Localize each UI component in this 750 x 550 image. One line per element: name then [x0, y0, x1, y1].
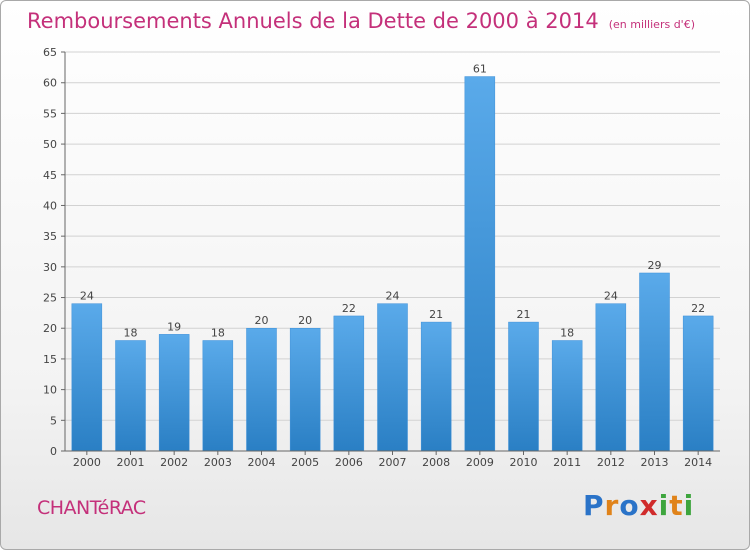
proxiti-logo[interactable]: Proxiti [583, 489, 694, 522]
bar [595, 303, 627, 452]
bar-value-label: 22 [691, 302, 705, 315]
bar [508, 321, 539, 452]
bar-value-label: 22 [342, 302, 356, 315]
bar-value-label: 18 [211, 327, 225, 340]
y-tick-label: 40 [43, 199, 57, 212]
logo-letter: i [658, 489, 670, 522]
x-tick-label: 2010 [510, 456, 538, 469]
bar-value-label: 61 [473, 63, 487, 76]
bar-value-label: 24 [386, 290, 400, 303]
bar-value-label: 18 [560, 327, 574, 340]
bar-value-label: 29 [648, 259, 662, 272]
logo-letter: i [683, 489, 695, 522]
data-labels: 24 18 19 18 20 20 22 24 21 61 21 18 24 29 22 [80, 63, 705, 340]
y-tick-label: 0 [50, 445, 57, 458]
bar-value-label: 24 [604, 290, 618, 303]
x-tick-label: 2006 [335, 456, 363, 469]
bar [639, 272, 670, 452]
y-tick-label: 65 [43, 46, 57, 59]
bar [202, 340, 234, 452]
x-tick-label: 2011 [553, 456, 581, 469]
logo-letter: x [639, 489, 659, 522]
bar [377, 303, 408, 452]
bar-value-label: 20 [298, 314, 312, 327]
y-tick-label: 30 [43, 261, 57, 274]
chart-title: Remboursements Annuels de la Dette de 20… [27, 9, 695, 33]
bar [71, 303, 103, 452]
commune-name: CHANTéRAC [37, 497, 146, 519]
bar-value-label: 18 [124, 327, 138, 340]
bar [682, 315, 714, 452]
logo-letter: o [619, 489, 640, 522]
y-tick-label: 60 [43, 77, 57, 90]
y-tick-label: 25 [43, 292, 57, 305]
y-tick-label: 55 [43, 107, 57, 120]
bar [115, 340, 146, 452]
bar [246, 327, 277, 452]
chart-unit: (en milliers d'€) [608, 18, 695, 31]
bar [333, 315, 365, 452]
logo-letter: r [604, 489, 620, 522]
bar [464, 76, 496, 452]
x-tick-label: 2007 [379, 456, 407, 469]
chart-title-text: Remboursements Annuels de la Dette de 20… [27, 9, 599, 33]
logo-letter: t [669, 489, 684, 522]
x-tick-label: 2012 [597, 456, 625, 469]
bar [420, 321, 452, 452]
bar-value-label: 19 [167, 320, 181, 333]
y-tick-label: 50 [43, 138, 57, 151]
y-tick-label: 35 [43, 230, 57, 243]
bar [289, 327, 321, 452]
bar-value-label: 24 [80, 290, 94, 303]
bar [158, 334, 190, 452]
y-tick-label: 15 [43, 353, 57, 366]
x-tick-label: 2000 [73, 456, 101, 469]
x-tick-label: 2001 [117, 456, 145, 469]
y-tick-label: 45 [43, 169, 57, 182]
axes: 0 5 10 15 20 25 30 35 40 45 50 55 60 65 2000 2001 2002 20… [43, 46, 720, 469]
bar-value-label: 20 [255, 314, 269, 327]
x-tick-label: 2003 [204, 456, 232, 469]
bar-value-label: 21 [517, 308, 531, 321]
bar-value-label: 21 [429, 308, 443, 321]
x-tick-label: 2004 [248, 456, 276, 469]
x-tick-label: 2013 [641, 456, 669, 469]
x-tick-label: 2009 [466, 456, 494, 469]
bar [551, 340, 583, 452]
y-tick-label: 20 [43, 322, 57, 335]
x-tick-label: 2008 [422, 456, 450, 469]
y-tick-label: 5 [50, 414, 57, 427]
x-tick-label: 2005 [291, 456, 319, 469]
x-tick-label: 2002 [160, 456, 188, 469]
logo-letter: P [583, 489, 605, 522]
x-tick-label: 2014 [684, 456, 712, 469]
y-tick-label: 10 [43, 384, 57, 397]
bars [71, 76, 714, 452]
